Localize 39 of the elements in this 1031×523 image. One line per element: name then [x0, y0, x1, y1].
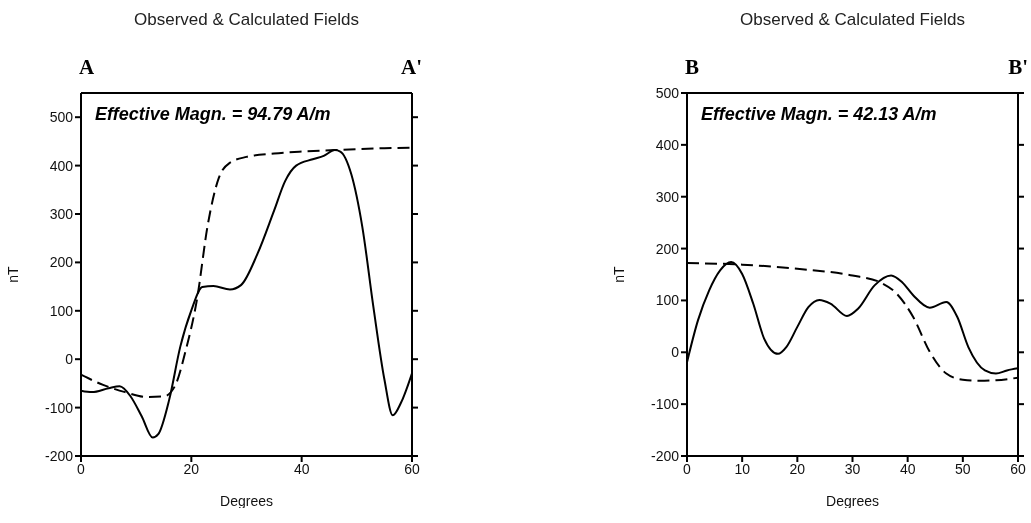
y-tick-label: 500 — [655, 84, 680, 101]
x-axis-title: Degrees — [826, 493, 879, 509]
x-tick-label: 20 — [183, 460, 200, 477]
y-tick-label: 300 — [49, 205, 74, 222]
y-axis-title: nT — [4, 265, 21, 283]
x-tick-label: 0 — [683, 460, 692, 477]
text: A — [79, 55, 95, 80]
annotation: Effective Magn. = 94.79 A/m — [95, 104, 331, 125]
text: B — [685, 55, 700, 80]
text: B' — [1007, 55, 1028, 80]
y-tick-label: 400 — [49, 157, 74, 174]
y-tick-label: -100 — [650, 396, 680, 413]
x-tick-label: 40 — [899, 460, 916, 477]
x-tick-label: 20 — [789, 460, 806, 477]
y-tick-label: 300 — [655, 188, 680, 205]
x-tick-label: 0 — [77, 460, 86, 477]
y-tick-label: 400 — [655, 136, 680, 153]
chart-title: Observed & Calculated Fields — [739, 10, 966, 30]
y-tick-label: 100 — [655, 292, 680, 309]
text: A' — [400, 55, 422, 80]
y-tick-label: 500 — [49, 109, 74, 126]
x-tick-label: 30 — [844, 460, 861, 477]
y-tick-label: 100 — [49, 302, 74, 319]
x-tick-label: 60 — [1010, 460, 1026, 477]
chart-title: Observed & Calculated Fields — [133, 10, 360, 30]
y-tick-label: 0 — [65, 351, 74, 368]
y-tick-label: -200 — [44, 447, 74, 464]
annotation: Effective Magn. = 42.13 A/m — [701, 104, 937, 125]
y-tick-label: 200 — [49, 254, 74, 271]
x-tick-label: 10 — [734, 460, 751, 477]
x-tick-label: 40 — [293, 460, 310, 477]
y-tick-label: -200 — [650, 447, 680, 464]
y-axis-title: nT — [610, 265, 627, 283]
y-tick-label: 0 — [671, 344, 680, 361]
x-tick-label: 50 — [955, 460, 971, 477]
y-tick-label: -100 — [44, 399, 74, 416]
x-tick-label: 60 — [404, 460, 420, 477]
y-tick-label: 200 — [655, 240, 680, 257]
x-axis-title: Degrees — [220, 493, 273, 509]
